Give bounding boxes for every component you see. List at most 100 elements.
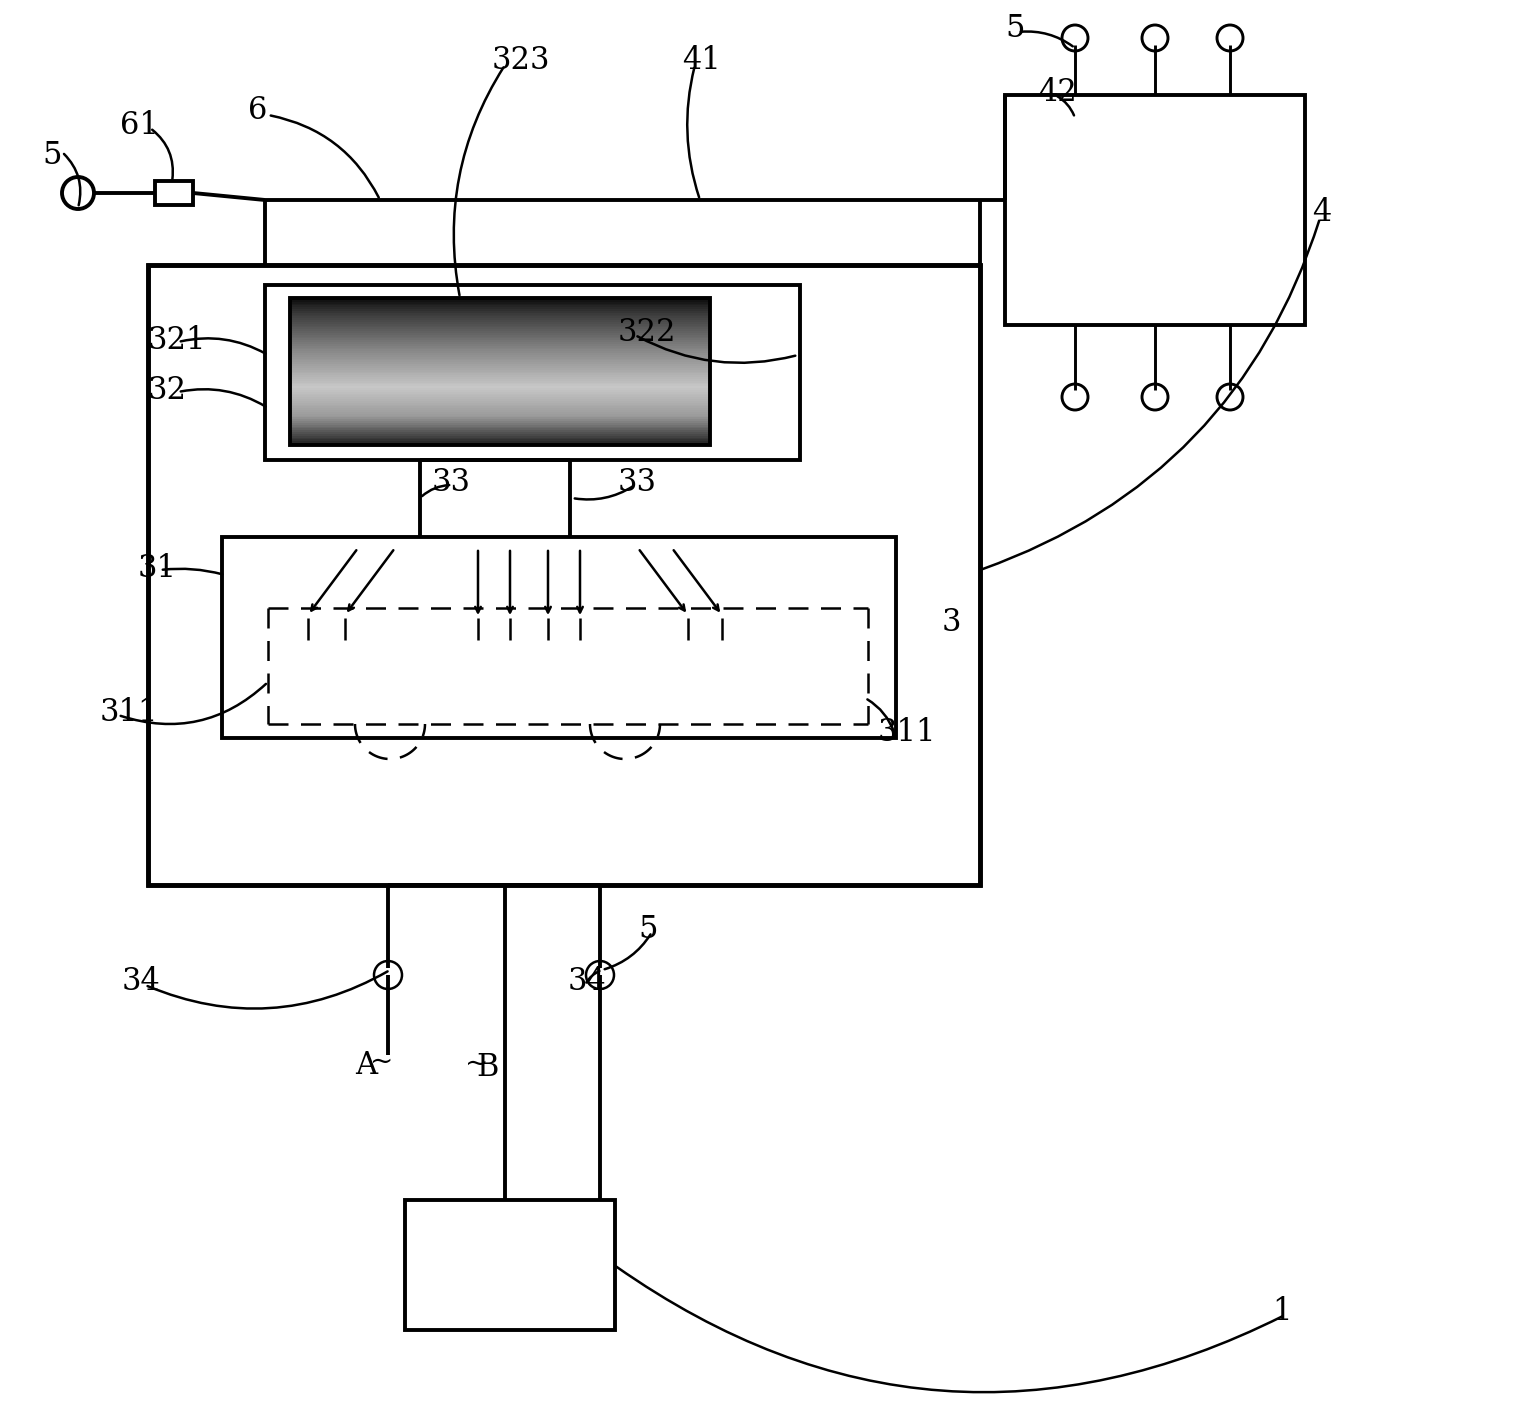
Circle shape xyxy=(587,961,614,990)
Bar xyxy=(222,537,895,738)
Bar xyxy=(290,301,711,304)
Text: A: A xyxy=(354,1050,377,1081)
Bar xyxy=(290,370,711,373)
Text: 321: 321 xyxy=(148,324,206,356)
Bar xyxy=(290,434,711,437)
Bar xyxy=(290,318,711,321)
Text: 34: 34 xyxy=(122,967,160,998)
Bar xyxy=(290,333,711,336)
Circle shape xyxy=(1062,26,1088,51)
Bar xyxy=(290,307,711,310)
Bar xyxy=(290,304,711,306)
Bar xyxy=(290,350,711,353)
Bar xyxy=(290,360,711,363)
Bar xyxy=(290,327,711,330)
Bar xyxy=(290,383,711,386)
Bar xyxy=(290,424,711,427)
Bar xyxy=(290,357,711,360)
Bar xyxy=(154,181,193,206)
Bar xyxy=(290,427,711,430)
Bar xyxy=(290,358,711,361)
Bar xyxy=(290,334,711,337)
Bar xyxy=(290,390,711,393)
Bar xyxy=(290,391,711,394)
Bar xyxy=(290,321,711,324)
Bar xyxy=(290,353,711,356)
Bar xyxy=(290,421,711,424)
Bar xyxy=(290,308,711,311)
Text: B: B xyxy=(477,1052,498,1084)
Bar xyxy=(290,403,711,406)
Bar xyxy=(290,417,711,420)
Text: 5: 5 xyxy=(639,914,657,945)
Bar xyxy=(290,440,711,443)
Bar xyxy=(1005,96,1305,326)
Bar xyxy=(290,346,711,348)
Bar xyxy=(290,401,711,404)
Bar xyxy=(290,313,711,316)
Bar xyxy=(290,414,711,417)
Bar xyxy=(290,356,711,357)
Text: 1: 1 xyxy=(1271,1297,1291,1328)
Bar xyxy=(290,363,711,366)
Bar xyxy=(290,416,711,418)
Bar xyxy=(290,428,711,431)
Bar xyxy=(290,324,711,327)
Circle shape xyxy=(1062,384,1088,410)
Bar xyxy=(290,344,711,347)
Bar xyxy=(148,266,979,885)
Bar xyxy=(290,326,711,328)
Circle shape xyxy=(374,961,402,990)
Text: 61: 61 xyxy=(121,110,159,140)
Bar xyxy=(290,423,711,426)
Bar xyxy=(290,407,711,408)
Bar xyxy=(290,433,711,434)
Text: 322: 322 xyxy=(617,317,677,347)
Circle shape xyxy=(1216,26,1242,51)
Bar xyxy=(290,298,711,446)
Bar xyxy=(290,364,711,367)
Bar xyxy=(290,388,711,391)
Bar xyxy=(290,306,711,308)
Bar xyxy=(290,408,711,411)
Bar xyxy=(290,373,711,376)
Bar xyxy=(290,436,711,438)
Circle shape xyxy=(63,177,95,208)
Bar xyxy=(290,378,711,381)
Text: ~: ~ xyxy=(465,1051,489,1078)
Text: 42: 42 xyxy=(1038,77,1077,107)
Bar xyxy=(290,343,711,344)
Bar xyxy=(290,437,711,440)
Bar xyxy=(290,410,711,413)
Bar xyxy=(290,330,711,331)
Text: 33: 33 xyxy=(617,467,657,497)
Text: 34: 34 xyxy=(568,967,607,998)
Bar xyxy=(290,377,711,380)
Text: 31: 31 xyxy=(138,553,177,584)
Text: 33: 33 xyxy=(432,467,471,497)
Bar xyxy=(290,300,711,303)
Bar xyxy=(290,398,711,401)
Bar xyxy=(290,314,711,317)
Text: 3: 3 xyxy=(941,607,961,637)
Bar xyxy=(290,443,711,446)
Bar xyxy=(290,331,711,334)
Text: 5: 5 xyxy=(1005,13,1024,43)
Bar xyxy=(290,371,711,374)
Circle shape xyxy=(1141,384,1167,410)
Bar xyxy=(290,320,711,323)
Bar xyxy=(290,441,711,444)
Text: 5: 5 xyxy=(41,140,61,170)
Bar xyxy=(290,366,711,368)
Bar xyxy=(290,376,711,378)
Bar xyxy=(290,411,711,414)
Text: 311: 311 xyxy=(99,697,159,727)
Bar xyxy=(290,317,711,318)
Bar xyxy=(290,381,711,383)
Text: 4: 4 xyxy=(1313,197,1331,227)
Bar xyxy=(290,430,711,433)
Bar xyxy=(290,337,711,340)
Bar xyxy=(290,298,711,301)
Bar xyxy=(405,1200,614,1329)
Bar xyxy=(290,394,711,396)
